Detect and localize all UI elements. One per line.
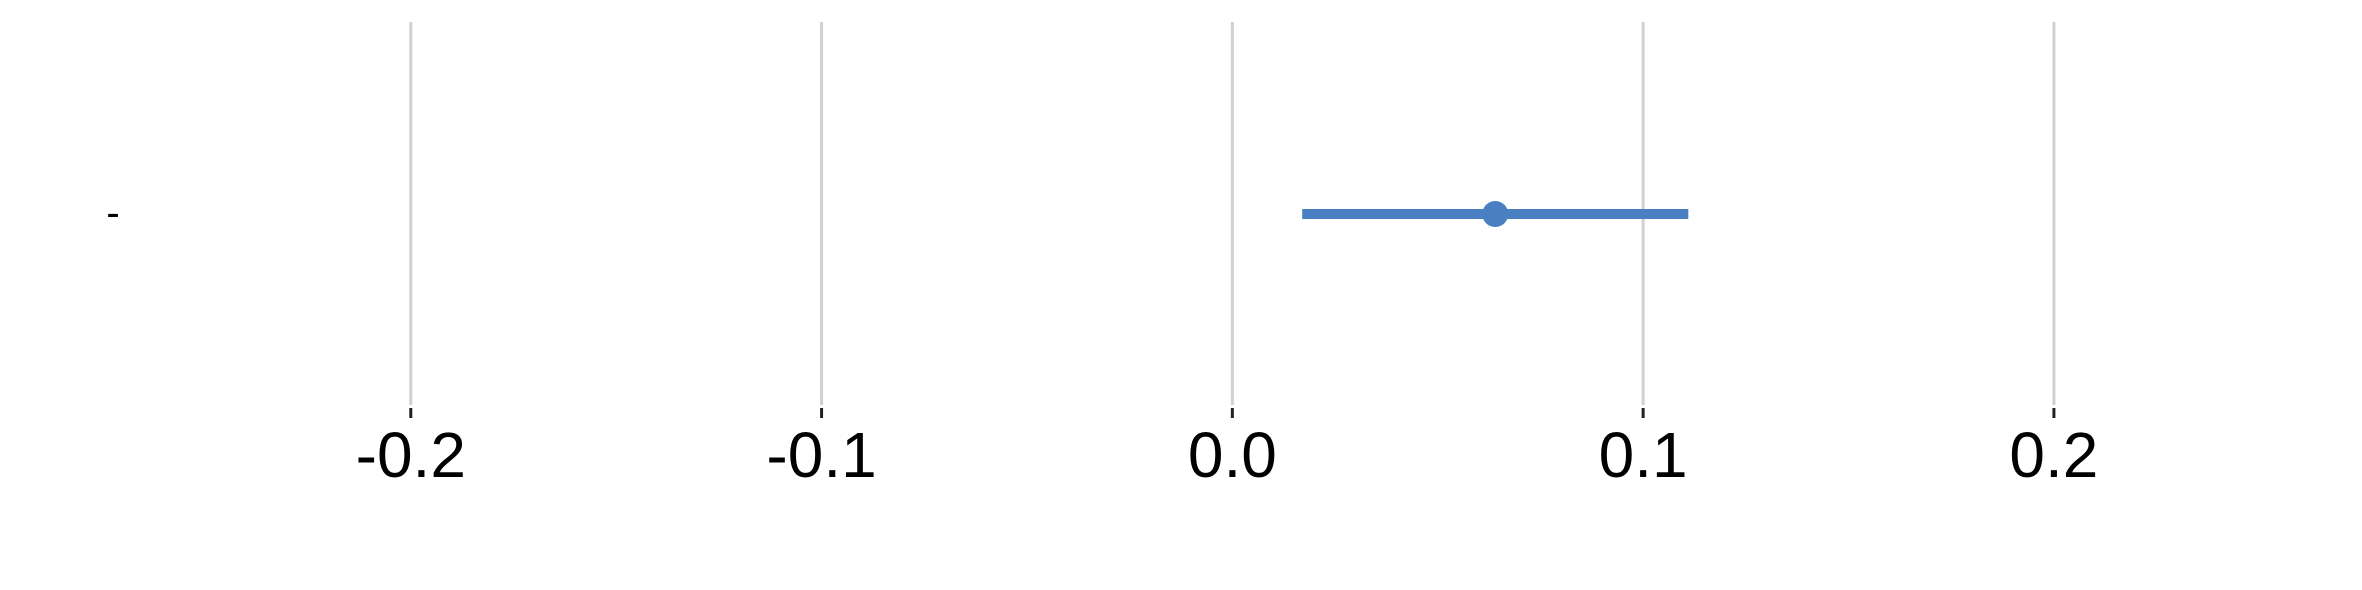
row-label: - — [106, 191, 119, 235]
x-tick-label: 0.2 — [2009, 419, 2098, 491]
plot-rows: - — [106, 191, 1689, 235]
x-axis: -0.2 -0.1 0.0 0.1 0.2 — [356, 408, 2098, 491]
x-tick-label: 0.1 — [1599, 419, 1688, 491]
x-tick-label: -0.1 — [766, 419, 876, 491]
point-estimate — [1482, 201, 1509, 227]
x-tick-label: 0.0 — [1188, 419, 1277, 491]
gridlines — [409, 22, 2056, 405]
x-tick-label: -0.2 — [356, 419, 466, 491]
